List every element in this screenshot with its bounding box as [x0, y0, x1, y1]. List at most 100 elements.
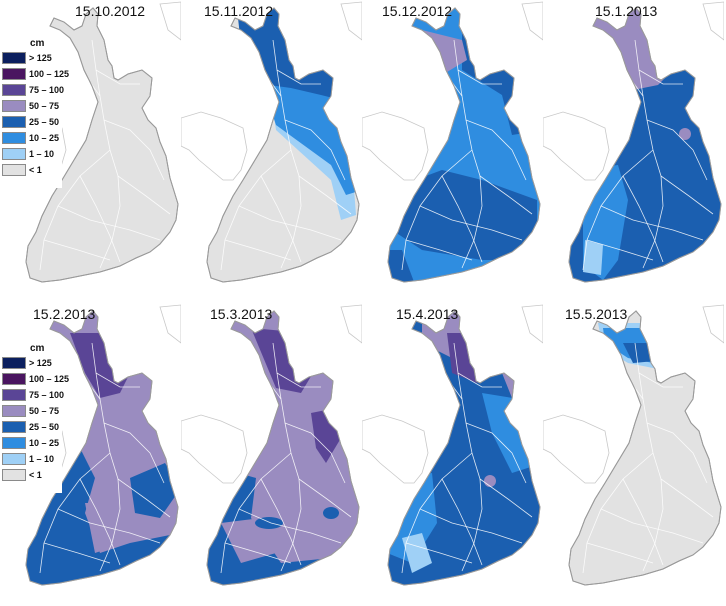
map-date: 15.4.2013 [396, 306, 459, 322]
legend-label: 50 – 75 [29, 406, 60, 416]
road-line [43, 239, 111, 261]
road-line [103, 422, 165, 484]
map-date: 15.1.2013 [595, 3, 658, 19]
finland-border [206, 310, 360, 586]
finland-map-3 [362, 1, 543, 283]
snow-zones [598, 323, 693, 373]
legend-label: > 125 [29, 358, 52, 368]
zone-50-75 [484, 475, 496, 487]
road-line [57, 508, 161, 544]
legend-swatch [2, 132, 26, 144]
legend-swatch [2, 421, 26, 433]
map-date: 15.11.2012 [204, 3, 274, 19]
road-line [276, 69, 321, 85]
map-panel-7: 15.4.2013 [362, 303, 543, 606]
road-line [238, 508, 342, 544]
road-line [405, 542, 473, 564]
road-line [79, 478, 121, 566]
map-date: 15.2.2013 [33, 306, 96, 322]
road-line [298, 175, 352, 215]
road-line [660, 175, 714, 215]
finland-map-6 [181, 304, 362, 586]
snow-zones [388, 311, 540, 585]
neighbour-land [362, 1, 543, 181]
road-line [441, 478, 483, 566]
road-line [600, 205, 704, 241]
road-line [260, 478, 302, 566]
snow-depth-legend: cm > 125 100 – 125 75 – 100 50 – 75 25 – 50 1… [0, 38, 69, 188]
map-date: 15.12.2012 [382, 3, 453, 19]
legend-swatch [2, 437, 26, 449]
road-line [660, 478, 714, 518]
legend-swatch [2, 116, 26, 128]
legend-label: 75 – 100 [29, 390, 65, 400]
legend-label: 1 – 10 [29, 454, 55, 464]
road-line [95, 372, 140, 388]
finland-map-7 [362, 304, 543, 586]
road-line [238, 205, 342, 241]
finland-border [387, 310, 541, 586]
legend-swatch [2, 100, 26, 112]
map-date: 15.3.2013 [210, 306, 273, 322]
road-line [79, 175, 121, 263]
road-network [401, 336, 533, 574]
road-line [465, 422, 527, 484]
map-date: 15.10.2012 [75, 3, 146, 19]
legend-item: > 125 [2, 52, 62, 65]
legend-unit: cm [30, 38, 45, 49]
zone-25-50 [255, 517, 283, 529]
neighbour-land [543, 1, 724, 181]
legend-item: < 1 [2, 469, 62, 482]
legend-item: 75 – 100 [2, 389, 65, 402]
map-panel-8: 15.5.2013 [543, 303, 724, 606]
road-line [260, 175, 302, 263]
road-network [582, 336, 714, 574]
legend-swatch [2, 453, 26, 465]
legend-unit: cm [30, 343, 45, 354]
snow-zones [569, 8, 721, 282]
road-line [646, 422, 708, 484]
map-date: 15.5.2013 [565, 306, 628, 322]
legend-label: 25 – 50 [29, 422, 60, 432]
legend-swatch [2, 164, 26, 176]
legend-label: 100 – 125 [29, 374, 70, 384]
legend-label: 25 – 50 [29, 117, 60, 127]
legend-item: 25 – 50 [2, 421, 62, 434]
neighbour-land [181, 304, 362, 484]
legend-item: 10 – 25 [2, 132, 62, 145]
legend-item: 1 – 10 [2, 148, 62, 161]
snow-depth-legend: cm > 125 100 – 125 75 – 100 50 – 75 25 – 50 1… [0, 343, 69, 493]
finland-map-1 [0, 1, 181, 283]
road-line [103, 119, 165, 181]
legend-swatch [2, 84, 26, 96]
finland-map-8 [543, 304, 724, 586]
zone-25-50 [323, 507, 339, 519]
neighbour-land [543, 304, 724, 484]
road-line [117, 478, 171, 518]
road-line [57, 205, 161, 241]
legend-item: 100 – 125 [2, 373, 69, 386]
road-network [39, 33, 171, 271]
legend-label: 50 – 75 [29, 101, 60, 111]
legend-item: 10 – 25 [2, 437, 62, 450]
finland-border [206, 7, 360, 283]
legend-label: < 1 [29, 470, 42, 480]
road-line [638, 372, 683, 388]
legend-swatch [2, 469, 26, 481]
road-line [646, 119, 708, 181]
legend-label: < 1 [29, 165, 42, 175]
legend-label: 100 – 125 [29, 69, 70, 79]
road-line [276, 372, 321, 388]
finland-border [387, 7, 541, 283]
legend-label: 75 – 100 [29, 85, 65, 95]
legend-item: 25 – 50 [2, 116, 62, 129]
map-panel-2: 15.11.2012 [181, 0, 362, 303]
zone-25-50 [392, 170, 537, 260]
road-line [95, 69, 140, 85]
road-network [220, 336, 352, 574]
legend-item: 1 – 10 [2, 453, 62, 466]
road-line [622, 478, 664, 566]
road-line [284, 119, 346, 181]
road-line [586, 542, 654, 564]
